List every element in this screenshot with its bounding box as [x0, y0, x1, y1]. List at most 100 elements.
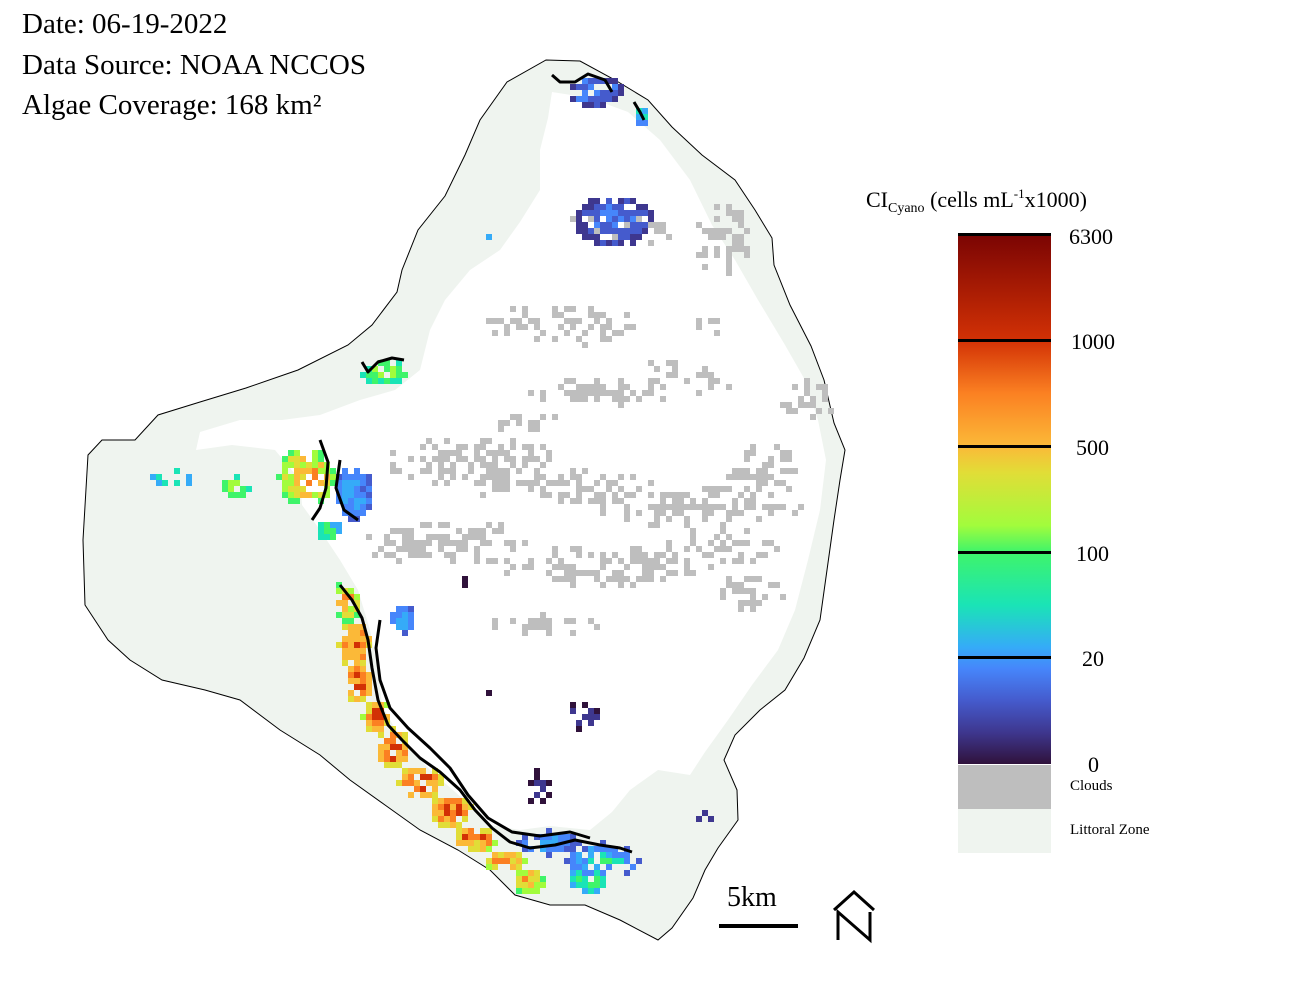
cloud-pixel: [546, 618, 552, 624]
bloom-pixel: [396, 372, 402, 378]
bloom-pixel: [348, 642, 354, 648]
cloud-pixel: [828, 408, 834, 414]
bloom-pixel: [318, 480, 324, 486]
bloom-pixel: [174, 480, 180, 486]
cloud-pixel: [492, 450, 498, 456]
bloom-pixel: [522, 888, 528, 894]
contour-south-shore: [338, 584, 633, 854]
bloom-pixel: [414, 780, 420, 786]
bloom-pixel: [366, 378, 372, 384]
bloom-pixel: [594, 198, 600, 204]
cloud-pixel: [822, 390, 828, 396]
cloud-pixel: [780, 468, 786, 474]
cloud-pixel: [750, 594, 756, 600]
cloud-pixel: [570, 630, 576, 636]
cloud-pixel: [678, 492, 684, 498]
bloom-pixel: [582, 222, 588, 228]
bloom-pixel: [408, 624, 414, 630]
bloom-pixel: [312, 462, 318, 468]
cloud-pixel: [510, 444, 516, 450]
cloud-pixel: [810, 402, 816, 408]
cloud-pixel: [738, 216, 744, 222]
bloom-pixel: [288, 474, 294, 480]
bloom-pixel: [378, 714, 384, 720]
bloom-pixel: [642, 120, 648, 126]
cloud-pixel: [456, 528, 462, 534]
cloud-pixel: [600, 582, 606, 588]
bloom-pixel: [414, 768, 420, 774]
bloom-pixel: [342, 654, 348, 660]
data-source-label: Data Source: NOAA NCCOS: [22, 49, 366, 81]
cloud-pixel: [510, 546, 516, 552]
cloud-pixel: [486, 450, 492, 456]
bloom-pixel: [594, 882, 600, 888]
bloom-pixel: [624, 870, 630, 876]
cloud-pixel: [600, 504, 606, 510]
bloom-pixel: [582, 858, 588, 864]
bloom-pixel: [600, 96, 606, 102]
cloud-pixel: [792, 510, 798, 516]
bloom-pixel: [600, 882, 606, 888]
bloom-pixel: [420, 792, 426, 798]
cloud-pixel: [594, 384, 600, 390]
cloud-pixel: [714, 216, 720, 222]
cloud-pixel: [498, 474, 504, 480]
bloom-pixel: [354, 486, 360, 492]
bloom-pixel: [420, 786, 426, 792]
bloom-pixel: [360, 492, 366, 498]
cloud-pixel: [786, 408, 792, 414]
cloud-pixel: [756, 486, 762, 492]
bloom-pixel: [408, 768, 414, 774]
bloom-pixel: [396, 612, 402, 618]
colorbar-tick: [958, 233, 1051, 236]
bloom-pixel: [360, 504, 366, 510]
bloom-pixel: [354, 624, 360, 630]
bloom-pixel: [708, 816, 714, 822]
cloud-pixel: [660, 576, 666, 582]
bloom-pixel: [222, 486, 228, 492]
cloud-pixel: [510, 414, 516, 420]
cloud-pixel: [654, 222, 660, 228]
bloom-pixel: [594, 870, 600, 876]
cloud-pixel: [528, 486, 534, 492]
cloud-pixel: [456, 540, 462, 546]
cloud-pixel: [426, 522, 432, 528]
bloom-pixel: [294, 492, 300, 498]
cloud-pixel: [726, 384, 732, 390]
bloom-pixel: [642, 108, 648, 114]
cloud-pixel: [498, 318, 504, 324]
bloom-pixel: [366, 702, 372, 708]
bloom-pixel: [348, 666, 354, 672]
cloud-pixel: [444, 552, 450, 558]
cloud-pixel: [684, 522, 690, 528]
cloud-pixel: [624, 510, 630, 516]
cloud-pixel: [624, 576, 630, 582]
bloom-pixel: [372, 714, 378, 720]
cloud-pixel: [438, 534, 444, 540]
bloom-pixel: [324, 492, 330, 498]
cloud-pixel: [738, 474, 744, 480]
cloud-pixel: [630, 324, 636, 330]
cloud-pixel: [522, 624, 528, 630]
bloom-pixel: [246, 486, 252, 492]
bloom-pixel: [582, 702, 588, 708]
bloom-pixel: [360, 654, 366, 660]
bloom-pixel: [222, 480, 228, 486]
bloom-pixel: [612, 228, 618, 234]
bloom-pixel: [360, 372, 366, 378]
cloud-pixel: [720, 558, 726, 564]
cloud-pixel: [468, 534, 474, 540]
cloud-pixel: [798, 396, 804, 402]
cloud-pixel: [534, 624, 540, 630]
cloud-cover: [366, 204, 834, 636]
bloom-pixel: [300, 474, 306, 480]
bloom-pixel: [384, 762, 390, 768]
bloom-pixel: [294, 468, 300, 474]
cloud-pixel: [546, 456, 552, 462]
cloud-pixel: [726, 546, 732, 552]
cloud-pixel: [684, 570, 690, 576]
bloom-pixel: [594, 222, 600, 228]
cloud-pixel: [708, 564, 714, 570]
cloud-pixel: [744, 228, 750, 234]
cloud-pixel: [690, 534, 696, 540]
